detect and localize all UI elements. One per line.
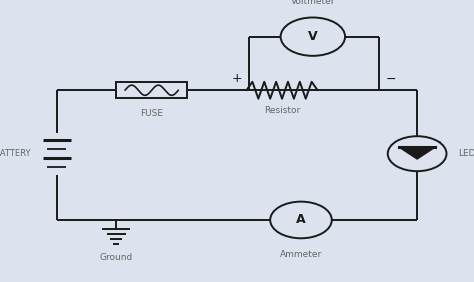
Text: Ground: Ground — [100, 253, 133, 262]
FancyBboxPatch shape — [116, 82, 187, 98]
Circle shape — [388, 136, 447, 171]
Text: FUSE: FUSE — [140, 109, 163, 118]
Text: Voltmeter: Voltmeter — [291, 0, 335, 6]
Polygon shape — [399, 147, 435, 159]
Circle shape — [270, 202, 332, 238]
Text: LED: LED — [458, 149, 474, 158]
Circle shape — [281, 17, 345, 56]
Text: +: + — [232, 72, 242, 85]
Text: A: A — [296, 213, 306, 226]
Text: −: − — [386, 72, 396, 85]
Text: BATTERY: BATTERY — [0, 149, 31, 158]
Text: V: V — [308, 30, 318, 43]
Text: Resistor: Resistor — [264, 106, 300, 115]
Text: Ammeter: Ammeter — [280, 250, 322, 259]
